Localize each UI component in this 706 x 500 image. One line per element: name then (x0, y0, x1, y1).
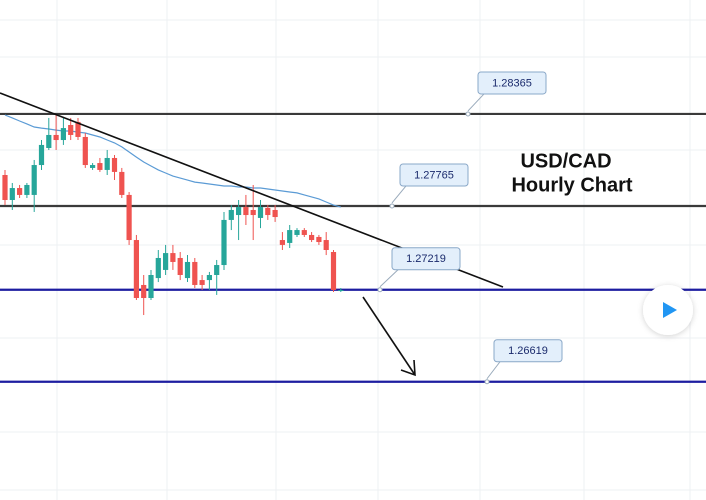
label-pointer (486, 361, 501, 380)
label-anchor (484, 379, 490, 385)
play-icon[interactable] (663, 302, 677, 318)
candle-body (170, 253, 176, 262)
candle-body (17, 188, 23, 195)
label-anchor (377, 287, 383, 293)
candle-body (104, 157, 110, 170)
candle-body (309, 234, 315, 241)
candle-body (184, 261, 191, 279)
candle-body (323, 240, 329, 250)
candle-body (214, 265, 220, 275)
candle-body (90, 165, 96, 168)
label-pointer (379, 269, 399, 288)
play-button[interactable] (643, 285, 693, 335)
candle-body (9, 188, 15, 200)
candle-body (199, 280, 205, 285)
label-pointer (467, 93, 485, 112)
label-box (477, 71, 547, 95)
levels (0, 112, 706, 383)
candle-body (60, 128, 66, 141)
label-box (391, 247, 461, 271)
candle-body (38, 144, 45, 166)
level-labels: 1.28365 1.27765 1.27219 1.26619 (377, 71, 563, 385)
candle-body (163, 253, 169, 270)
candle-body (46, 134, 52, 149)
candle-body (206, 275, 212, 281)
candle-body (236, 207, 242, 216)
candle-body (31, 165, 37, 195)
label-box (399, 163, 469, 187)
candle-body (294, 230, 300, 235)
candle-body (126, 194, 132, 241)
candle-body (316, 236, 322, 243)
candle-body (24, 184, 30, 195)
level-label: 1.28365 (492, 77, 532, 89)
candle-body (68, 125, 74, 135)
level-label: 1.26619 (508, 345, 548, 357)
candles (2, 114, 344, 316)
chart-title: USD/CAD (520, 150, 611, 172)
label-anchor (389, 203, 395, 209)
label-pointer (391, 185, 407, 204)
label-box (493, 339, 563, 363)
candle-body (148, 275, 154, 299)
candle-body (53, 134, 59, 141)
candle-body (192, 261, 198, 285)
candle-body (141, 284, 147, 299)
candle-body (155, 257, 161, 279)
chart-subtitle: Hourly Chart (511, 174, 632, 196)
candle-body (119, 171, 125, 195)
candle-body (287, 230, 293, 243)
candle-body (111, 157, 118, 172)
candle-body (272, 209, 278, 218)
candle-body (75, 121, 81, 137)
candle-body (177, 257, 183, 275)
candle-body (97, 163, 103, 170)
candle-body (228, 209, 234, 220)
moving-average (4, 114, 341, 208)
candle-body (82, 136, 88, 166)
down-arrow (362, 296, 416, 377)
label-anchor (465, 111, 471, 117)
candle-body (2, 175, 8, 200)
candle-body (301, 230, 307, 235)
candle-body (133, 240, 139, 299)
candle-body (279, 240, 285, 245)
candle-body (330, 251, 337, 291)
candle-body (243, 207, 249, 216)
candle-body (338, 290, 344, 292)
level-label: 1.27219 (406, 253, 446, 265)
candle-body (221, 219, 227, 266)
candle-body (250, 209, 256, 216)
candle-body (265, 207, 271, 216)
candle-body (257, 207, 264, 218)
level-label: 1.27765 (414, 169, 454, 181)
